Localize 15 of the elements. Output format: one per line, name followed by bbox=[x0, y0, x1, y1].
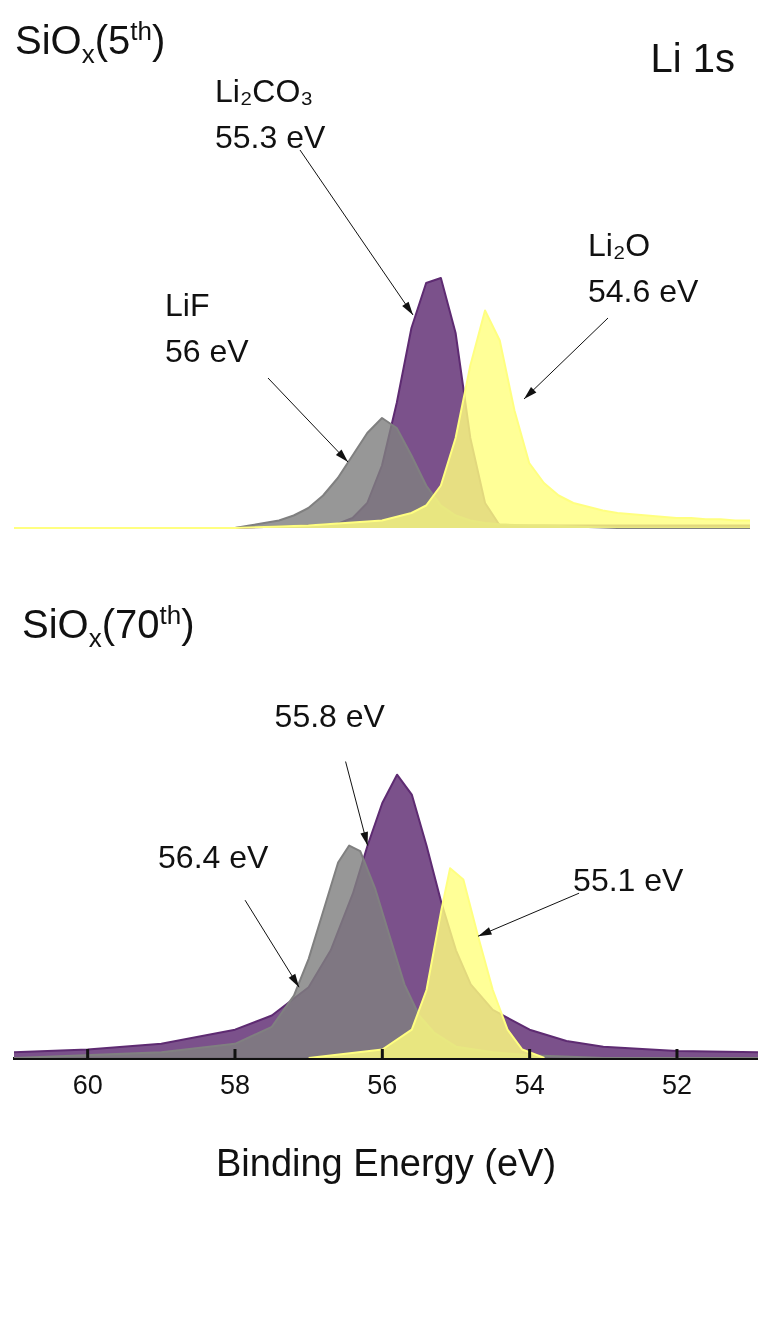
text: Li 1s bbox=[650, 36, 735, 80]
chart-title: SiO$_{x}$(70$^{th}$) bbox=[22, 600, 195, 654]
annotation: 56.4 eV bbox=[158, 839, 270, 876]
x-tick-label: 54 bbox=[514, 1069, 545, 1100]
text: Li₂CO₃ 55.3 eV bbox=[215, 73, 326, 155]
x-tick-label: 56 bbox=[367, 1069, 398, 1100]
chart-title: SiO$_{x}$(5$^{th}$) bbox=[15, 16, 166, 70]
annotation: 55.1 eV bbox=[573, 862, 685, 899]
x-tick-label: 60 bbox=[72, 1069, 103, 1100]
x-axis-title: Binding Energy (eV) bbox=[215, 1141, 557, 1184]
x-tick-label: 52 bbox=[661, 1069, 692, 1100]
annotation: 55.8 eV bbox=[274, 697, 386, 734]
annotation: Li₂O 54.6 eV bbox=[588, 227, 699, 309]
annotation: LiF 56 eV bbox=[165, 287, 250, 369]
x-tick-label: 58 bbox=[219, 1069, 251, 1100]
